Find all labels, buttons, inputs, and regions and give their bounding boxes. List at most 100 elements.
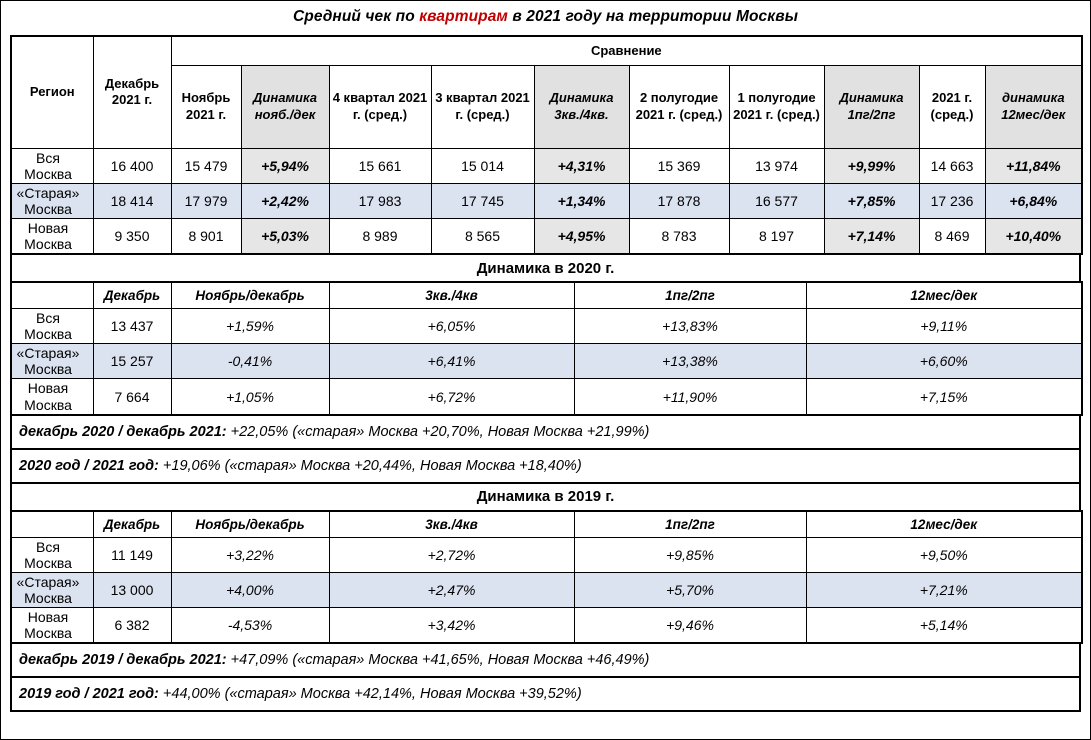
region-cell: Новая Москва [10,607,94,644]
value-cell: 16 400 [92,147,172,184]
value-cell: +9,85% [573,536,807,573]
value-cell: 17 878 [628,182,730,219]
table-row-new-moscow: Новая Москва 9 350 8 901 +5,03% 8 989 8 … [10,217,1083,255]
value-cell: +4,00% [170,571,330,609]
column-header-h2: 2 полугодие 2021 г. (сред.) [628,64,730,149]
value-cell: +2,72% [328,536,575,573]
summary-dec2020-dec2021: декабрь 2020 / декабрь 2021: +22,05% («с… [10,413,1081,450]
dynamic-value-cell: +4,95% [533,217,630,255]
value-cell: 8 783 [628,217,730,255]
summary-text: +22,05% («старая» Москва +20,70%, Новая … [226,423,650,440]
value-cell: 8 989 [328,217,432,255]
dynamic-value-cell: +7,14% [823,217,920,255]
title-suffix: в 2021 году на территории Москвы [508,8,799,25]
dynamic-value-cell: +7,85% [823,182,920,219]
summary-label: 2019 год / 2021 год: [19,686,159,703]
value-cell: +5,70% [573,571,807,609]
column-header-december-2021: Декабрь 2021 г. [92,35,172,149]
region-cell: «Старая» Москва [10,343,94,380]
value-cell: 17 979 [170,182,242,219]
value-cell: +3,42% [328,607,575,644]
summary-label: 2020 год / 2021 год: [19,457,159,474]
column-header-12m-dec: 12мес/дек [805,281,1083,310]
value-cell: 13 000 [92,571,172,609]
region-cell: «Старая» Москва [10,571,94,609]
table-row-all-moscow: Вся Москва 11 149 +3,22% +2,72% +9,85% +… [10,536,1083,573]
value-cell: 14 663 [918,147,986,184]
table-row-old-moscow: «Старая» Москва 13 000 +4,00% +2,47% +5,… [10,571,1083,609]
summary-label: декабрь 2020 / декабрь 2021: [19,423,227,440]
title-highlight: квартирам [419,8,508,25]
summary-text: +44,00% («старая» Москва +42,14%, Новая … [158,686,582,703]
dynamic-value-cell: +9,99% [823,147,920,184]
header-row: Декабрь Ноябрь/декабрь 3кв./4кв 1пг/2пг … [10,281,1083,310]
value-cell: 8 469 [918,217,986,255]
value-cell: +6,41% [328,343,575,380]
dynamic-value-cell: +11,84% [984,147,1083,184]
value-cell: +6,72% [328,378,575,416]
column-header-h1-h2: 1пг/2пг [573,510,807,538]
value-cell: 8 901 [170,217,242,255]
value-cell: +1,59% [170,308,330,345]
region-cell: Вся Москва [10,147,94,184]
column-header-comparison: Сравнение [170,35,1083,66]
value-cell: +2,47% [328,571,575,609]
summary-year2019-year2021: 2019 год / 2021 год: +44,00% («старая» М… [10,676,1081,713]
column-header-november: Ноябрь 2021 г. [170,64,242,149]
page-title: Средний чек по квартирам в 2021 году на … [1,8,1090,26]
dynamic-value-cell: +5,94% [240,147,330,184]
value-cell: 8 565 [430,217,535,255]
column-header-dyn-h1-h2: Динамика 1пг/2пг [823,64,920,149]
header-row: Декабрь Ноябрь/декабрь 3кв./4кв 1пг/2пг … [10,510,1083,538]
dynamic-value-cell: +5,03% [240,217,330,255]
value-cell: 6 382 [92,607,172,644]
value-cell: +6,05% [328,308,575,345]
value-cell: 15 257 [92,343,172,380]
table-row-new-moscow: Новая Москва 7 664 +1,05% +6,72% +11,90%… [10,378,1083,416]
dynamic-value-cell: +6,84% [984,182,1083,219]
dynamic-value-cell: +1,34% [533,182,630,219]
value-cell: 18 414 [92,182,172,219]
column-header-empty [10,510,94,538]
value-cell: 13 437 [92,308,172,345]
column-header-2021-avg: 2021 г. (сред.) [918,64,986,149]
region-cell: Вся Москва [10,536,94,573]
value-cell: +5,14% [805,607,1083,644]
value-cell: +13,38% [573,343,807,380]
column-header-q4: 4 квартал 2021 г. (сред.) [328,64,432,149]
table-row-all-moscow: Вся Москва 13 437 +1,59% +6,05% +13,83% … [10,308,1083,345]
column-header-december: Декабрь [92,281,172,310]
summary-text: +47,09% («старая» Москва +41,65%, Новая … [226,652,650,669]
dynamics-2019-table: Декабрь Ноябрь/декабрь 3кв./4кв 1пг/2пг … [10,509,1083,645]
value-cell: 13 974 [728,147,825,184]
column-header-h1-h2: 1пг/2пг [573,281,807,310]
value-cell: 17 745 [430,182,535,219]
column-header-nov-dec: Ноябрь/декабрь [170,510,330,538]
column-header-december: Декабрь [92,510,172,538]
summary-label: декабрь 2019 / декабрь 2021: [19,652,227,669]
value-cell: 9 350 [92,217,172,255]
column-header-q3-q4: 3кв./4кв [328,281,575,310]
column-header-12m-dec: 12мес/дек [805,510,1083,538]
section-title-2020: Динамика в 2020 г. [10,253,1081,284]
table-row-old-moscow: «Старая» Москва 18 414 17 979 +2,42% 17 … [10,182,1083,219]
value-cell: 11 149 [92,536,172,573]
value-cell: 15 479 [170,147,242,184]
value-cell: +13,83% [573,308,807,345]
dynamics-2020-table: Декабрь Ноябрь/декабрь 3кв./4кв 1пг/2пг … [10,281,1083,416]
summary-dec2019-dec2021: декабрь 2019 / декабрь 2021: +47,09% («с… [10,642,1081,679]
value-cell: +3,22% [170,536,330,573]
value-cell: +11,90% [573,378,807,416]
value-cell: 15 661 [328,147,432,184]
value-cell: -0,41% [170,343,330,380]
column-header-empty [10,281,94,310]
value-cell: 7 664 [92,378,172,416]
table-row-all-moscow: Вся Москва 16 400 15 479 +5,94% 15 661 1… [10,147,1083,184]
header-row-1: Регион Декабрь 2021 г. Сравнение [10,35,1083,149]
column-header-region: Регион [10,35,94,149]
summary-year2020-year2021: 2020 год / 2021 год: +19,06% («старая» М… [10,447,1081,484]
region-cell: Вся Москва [10,308,94,345]
column-header-dyn-12m-dec: динамика 12мес/дек [984,64,1083,149]
table-row-old-moscow: «Старая» Москва 15 257 -0,41% +6,41% +13… [10,343,1083,380]
